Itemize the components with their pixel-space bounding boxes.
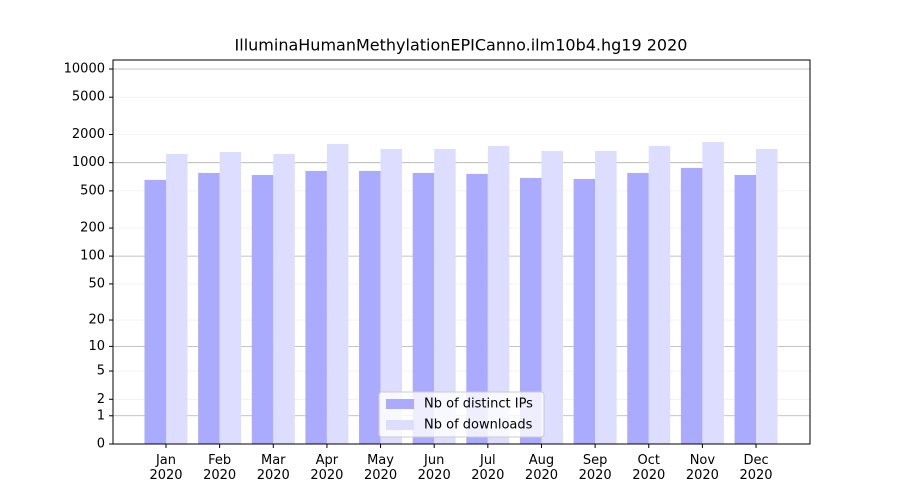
legend: Nb of distinct IPs Nb of downloads bbox=[378, 391, 545, 438]
bar bbox=[541, 150, 563, 444]
x-tick-label: Jul 2020 bbox=[471, 453, 505, 483]
x-tick-label: Dec 2020 bbox=[739, 453, 773, 483]
bar bbox=[166, 153, 188, 444]
y-tick-label: 20 bbox=[88, 313, 105, 328]
x-tick-label: Oct 2020 bbox=[632, 453, 666, 483]
y-tick-label: 50 bbox=[88, 276, 105, 291]
bar bbox=[273, 153, 295, 444]
bar bbox=[380, 148, 403, 444]
y-tick-label: 10000 bbox=[64, 61, 105, 76]
bar bbox=[198, 172, 220, 444]
bar bbox=[434, 148, 456, 444]
chart-title: IlluminaHumanMethylationEPICanno.ilm10b4… bbox=[235, 36, 688, 55]
bar bbox=[412, 172, 435, 444]
legend-swatch bbox=[386, 399, 414, 409]
bar bbox=[359, 170, 381, 444]
x-tick-label: Apr 2020 bbox=[310, 453, 344, 483]
bar bbox=[305, 170, 327, 444]
bar bbox=[251, 174, 274, 444]
y-tick-label: 10 bbox=[88, 339, 105, 354]
legend-box bbox=[378, 391, 545, 438]
x-tick-label: Mar 2020 bbox=[256, 453, 290, 483]
x-tick-label: May 2020 bbox=[364, 453, 398, 483]
bar bbox=[466, 173, 488, 444]
bar bbox=[326, 143, 349, 444]
bar bbox=[734, 174, 757, 444]
x-tick-label: Sep 2020 bbox=[578, 453, 612, 483]
plot-frame bbox=[112, 59, 811, 445]
y-tick-label: 2000 bbox=[72, 127, 105, 142]
legend-label: Nb of downloads bbox=[424, 418, 533, 433]
y-tick-label: 1 bbox=[97, 408, 105, 423]
bar bbox=[144, 179, 166, 444]
y-tick-label: 5 bbox=[97, 364, 105, 379]
y-tick-label: 0 bbox=[97, 437, 105, 452]
bar bbox=[756, 148, 778, 444]
y-tick-label: 1000 bbox=[72, 155, 105, 170]
y-tick-label: 100 bbox=[80, 249, 105, 264]
bar bbox=[680, 167, 703, 444]
x-tick-label: Jan 2020 bbox=[149, 453, 183, 483]
x-tick-label: Aug 2020 bbox=[524, 453, 559, 483]
bar bbox=[627, 172, 649, 444]
x-tick-label: Feb 2020 bbox=[203, 453, 237, 483]
bar bbox=[573, 178, 596, 444]
bar bbox=[219, 151, 242, 444]
bar bbox=[648, 145, 671, 444]
bar bbox=[595, 150, 617, 444]
y-tick-label: 500 bbox=[80, 183, 105, 198]
bar bbox=[487, 145, 510, 444]
bar bbox=[702, 142, 724, 445]
y-tick-label: 2 bbox=[97, 392, 105, 407]
x-tick-label: Jun 2020 bbox=[417, 453, 451, 483]
y-tick-label: 200 bbox=[80, 221, 105, 236]
bar bbox=[519, 177, 542, 445]
legend-swatch bbox=[386, 420, 414, 430]
legend-label: Nb of distinct IPs bbox=[424, 397, 533, 412]
x-tick-label: Nov 2020 bbox=[685, 453, 719, 483]
y-tick-label: 5000 bbox=[72, 90, 105, 105]
